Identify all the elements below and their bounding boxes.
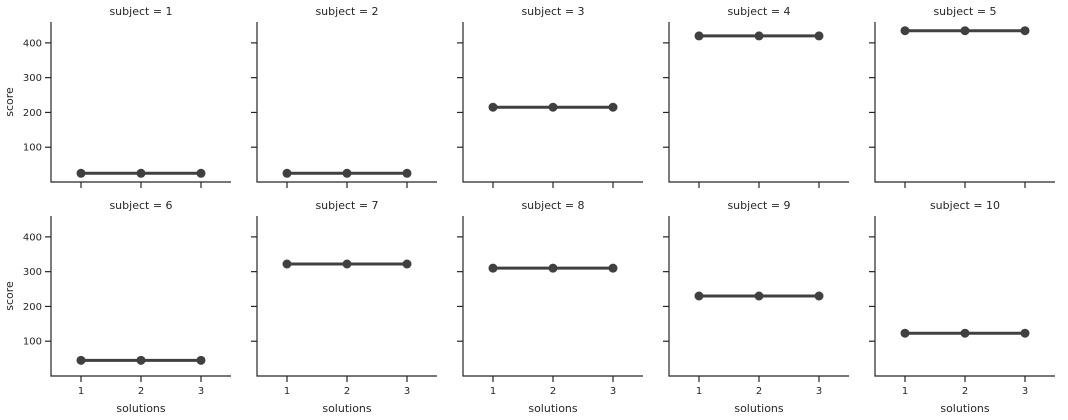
y-axis-tick-label: 400 bbox=[23, 232, 42, 243]
data-point bbox=[342, 259, 352, 269]
x-axis-tick-label: 1 bbox=[284, 386, 290, 397]
data-point bbox=[76, 355, 86, 365]
x-axis-tick-label: 2 bbox=[550, 386, 556, 397]
x-axis-tick-label: 2 bbox=[138, 386, 144, 397]
x-axis-tick-label: 2 bbox=[344, 386, 350, 397]
data-point bbox=[608, 263, 618, 273]
x-axis-label: solutions bbox=[322, 402, 372, 415]
data-point bbox=[136, 168, 146, 178]
x-axis-tick-label: 1 bbox=[78, 386, 84, 397]
x-axis-tick-label: 1 bbox=[902, 386, 908, 397]
facet-panel-subject-10: subject = 10 1 2 3 solutions bbox=[869, 199, 1055, 415]
data-point bbox=[694, 31, 704, 41]
x-axis-tick-label: 2 bbox=[962, 386, 968, 397]
axis-spine bbox=[874, 216, 1055, 377]
y-axis-tick-label: 100 bbox=[23, 143, 42, 154]
data-point bbox=[754, 31, 764, 41]
y-axis-label: score bbox=[3, 281, 16, 311]
data-point bbox=[282, 259, 292, 269]
y-axis-tick-label: 200 bbox=[23, 302, 42, 313]
data-point bbox=[814, 291, 824, 301]
axis-spine bbox=[256, 22, 437, 183]
panel-title: subject = 4 bbox=[727, 5, 790, 18]
data-point bbox=[136, 355, 146, 365]
x-axis-tick-label: 3 bbox=[816, 386, 822, 397]
facet-panel-subject-6: subject = 6 100 200 300 400 1 2 3 score solutions bbox=[3, 199, 231, 415]
axis-spine bbox=[668, 216, 849, 377]
facet-panel-subject-2: subject = 2 bbox=[251, 5, 437, 188]
x-axis-tick-label: 2 bbox=[756, 386, 762, 397]
facet-panel-subject-1: subject = 1 100 200 300 400 score bbox=[3, 5, 231, 188]
y-axis-label: score bbox=[3, 87, 16, 117]
axis-spine bbox=[50, 216, 231, 377]
data-point bbox=[282, 168, 292, 178]
panel-title: subject = 1 bbox=[109, 5, 172, 18]
data-point bbox=[754, 291, 764, 301]
axis-spine bbox=[50, 22, 231, 183]
data-point bbox=[76, 168, 86, 178]
panel-title: subject = 6 bbox=[109, 199, 172, 212]
x-axis-tick-label: 1 bbox=[490, 386, 496, 397]
data-point bbox=[548, 263, 558, 273]
x-axis-label: solutions bbox=[528, 402, 578, 415]
y-axis-tick-label: 100 bbox=[23, 337, 42, 348]
panel-title: subject = 10 bbox=[930, 199, 1000, 212]
panel-title: subject = 2 bbox=[315, 5, 378, 18]
data-point bbox=[488, 102, 498, 112]
data-point bbox=[900, 328, 910, 338]
x-axis-tick-label: 3 bbox=[404, 386, 410, 397]
panel-title: subject = 3 bbox=[521, 5, 584, 18]
y-axis-tick-label: 300 bbox=[23, 73, 42, 84]
axis-spine bbox=[462, 216, 643, 377]
data-point bbox=[960, 328, 970, 338]
y-axis-tick-label: 300 bbox=[23, 267, 42, 278]
y-axis-tick-label: 400 bbox=[23, 38, 42, 49]
x-axis-tick-label: 1 bbox=[696, 386, 702, 397]
data-point bbox=[608, 102, 618, 112]
axis-spine bbox=[256, 216, 437, 377]
data-point bbox=[960, 26, 970, 36]
data-point bbox=[196, 168, 206, 178]
facet-panel-subject-8: subject = 8 1 2 3 solutions bbox=[457, 199, 643, 415]
facet-panel-subject-4: subject = 4 bbox=[663, 5, 849, 188]
panel-title: subject = 7 bbox=[315, 199, 378, 212]
panel-title: subject = 9 bbox=[727, 199, 790, 212]
data-point bbox=[1020, 26, 1030, 36]
x-axis-label: solutions bbox=[734, 402, 784, 415]
y-axis-tick-label: 200 bbox=[23, 108, 42, 119]
x-axis-tick-label: 3 bbox=[198, 386, 204, 397]
data-point bbox=[548, 102, 558, 112]
facet-panel-subject-3: subject = 3 bbox=[457, 5, 643, 188]
facet-panel-subject-7: subject = 7 1 2 3 solutions bbox=[251, 199, 437, 415]
data-point bbox=[900, 26, 910, 36]
data-point bbox=[342, 168, 352, 178]
x-axis-tick-label: 3 bbox=[1022, 386, 1028, 397]
axis-spine bbox=[874, 22, 1055, 183]
facet-panel-subject-5: subject = 5 bbox=[869, 5, 1055, 188]
axis-spine bbox=[462, 22, 643, 183]
panel-title: subject = 5 bbox=[933, 5, 996, 18]
data-point bbox=[402, 168, 412, 178]
data-point bbox=[814, 31, 824, 41]
x-axis-label: solutions bbox=[940, 402, 990, 415]
data-point bbox=[1020, 328, 1030, 338]
axis-spine bbox=[668, 22, 849, 183]
data-point bbox=[488, 263, 498, 273]
data-point bbox=[402, 259, 412, 269]
x-axis-label: solutions bbox=[116, 402, 166, 415]
data-point bbox=[196, 355, 206, 365]
data-point bbox=[694, 291, 704, 301]
facet-panel-subject-9: subject = 9 1 2 3 solutions bbox=[663, 199, 849, 415]
x-axis-tick-label: 3 bbox=[610, 386, 616, 397]
panel-title: subject = 8 bbox=[521, 199, 584, 212]
